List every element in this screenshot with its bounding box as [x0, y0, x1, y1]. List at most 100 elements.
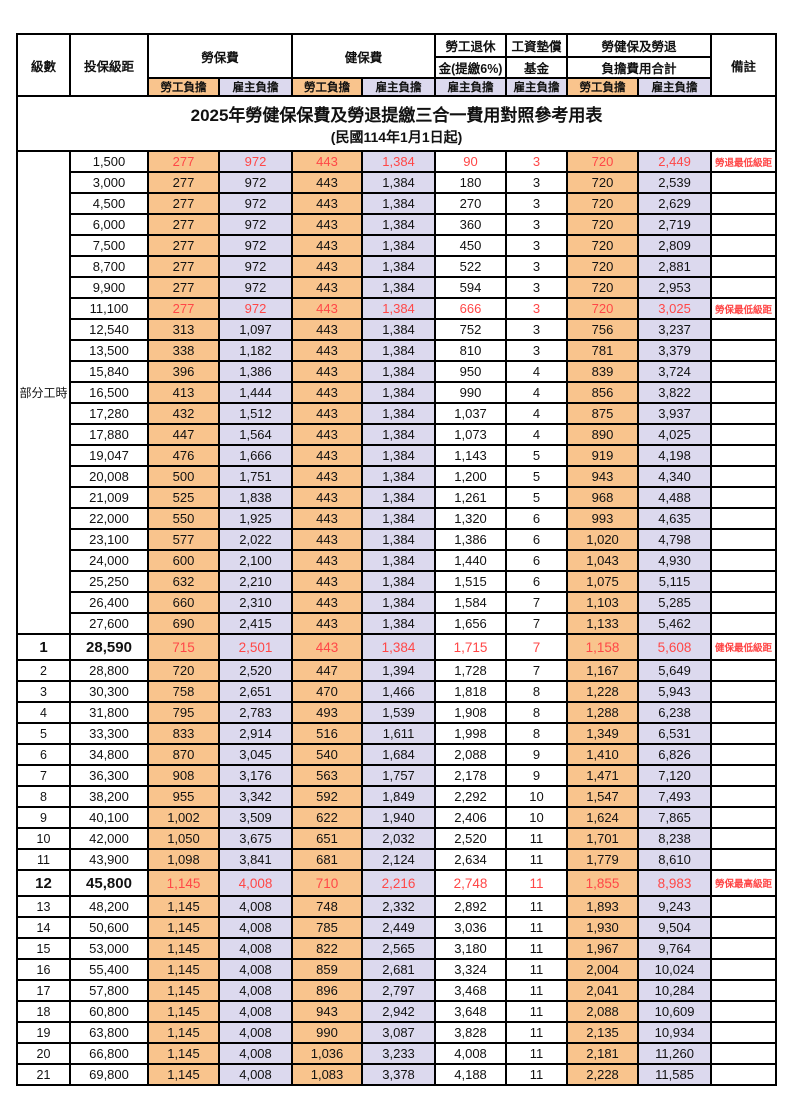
health-emp-cell: 443	[291, 234, 364, 257]
salary-cell: 15,840	[69, 360, 149, 383]
table-row: 3,000 277 972 443 1,384 180 3 720 2,539	[17, 171, 778, 194]
salary-cell: 7,500	[69, 234, 149, 257]
health-er-cell: 1,384	[361, 528, 437, 551]
fund-er-cell: 5	[505, 486, 569, 509]
health-emp-cell: 443	[291, 465, 364, 488]
health-emp-cell: 443	[291, 402, 364, 425]
table-row: 15 53,000 1,145 4,008 822 2,565 3,180 11 1,967 9,…	[16, 937, 778, 960]
health-emp-cell: 443	[291, 633, 364, 661]
total-er-cell: 6,238	[637, 701, 713, 724]
table-row: 4 31,800 795 2,783 493 1,539 1,908 8 1,288 6,238	[16, 701, 778, 724]
fund-er-cell: 3	[505, 171, 569, 194]
health-emp-cell: 443	[291, 591, 364, 614]
total-er-cell: 2,449	[637, 150, 713, 173]
labor-er-cell: 2,100	[217, 549, 294, 572]
subheader-labor-employer: 雇主負擔	[217, 77, 294, 97]
salary-cell: 45,800	[69, 869, 149, 897]
table-row: 20 66,800 1,145 4,008 1,036 3,233 4,008 11 2,181…	[16, 1042, 778, 1065]
table-row: 25,250 632 2,210 443 1,384 1,515 6 1,075 5,115	[17, 570, 778, 593]
labor-er-cell: 3,176	[217, 764, 294, 787]
health-emp-cell: 785	[291, 916, 364, 939]
salary-cell: 33,300	[69, 722, 149, 745]
remark-cell	[710, 381, 778, 404]
fund-er-cell: 11	[505, 827, 569, 850]
fund-er-cell: 6	[505, 507, 569, 530]
total-er-cell: 8,983	[637, 869, 713, 897]
total-emp-cell: 1,547	[566, 785, 640, 808]
pension-er-cell: 90	[434, 150, 508, 173]
pension-er-cell: 1,261	[434, 486, 508, 509]
health-er-cell: 1,384	[361, 549, 437, 572]
fund-er-cell: 8	[505, 722, 569, 745]
remark-cell	[710, 1000, 778, 1023]
remark-cell	[710, 612, 778, 635]
pension-er-cell: 1,584	[434, 591, 508, 614]
total-emp-cell: 1,167	[566, 659, 640, 682]
labor-er-cell: 1,925	[217, 507, 294, 530]
fund-er-cell: 9	[505, 764, 569, 787]
fund-er-cell: 11	[505, 958, 569, 981]
level-cell: 4	[16, 701, 71, 724]
labor-er-cell: 3,342	[217, 785, 294, 808]
labor-emp-cell: 1,145	[147, 937, 220, 960]
labor-emp-cell: 577	[147, 528, 220, 551]
page-title: 2025年勞健保保費及勞退提繳三合一費用對照參考用表	[190, 105, 603, 125]
salary-cell: 20,008	[69, 465, 149, 488]
labor-er-cell: 2,651	[217, 680, 294, 703]
total-emp-cell: 1,967	[566, 937, 640, 960]
remark-cell	[710, 591, 778, 614]
total-emp-cell: 756	[566, 318, 640, 341]
labor-er-cell: 1,512	[217, 402, 294, 425]
fund-er-cell: 11	[505, 1042, 569, 1065]
labor-er-cell: 972	[217, 192, 294, 215]
health-emp-cell: 990	[291, 1021, 364, 1044]
subheader-labor-employee: 勞工負擔	[147, 77, 220, 97]
health-er-cell: 1,384	[361, 276, 437, 299]
salary-cell: 43,900	[69, 848, 149, 871]
table-row: 部分工時 1,500 277 972 443 1,384 90 3 720 2,449 勞退最低級距	[16, 150, 778, 635]
health-emp-cell: 443	[291, 150, 364, 173]
labor-er-cell: 4,008	[217, 869, 294, 897]
salary-cell: 19,047	[69, 444, 149, 467]
salary-cell: 38,200	[69, 785, 149, 808]
total-emp-cell: 919	[566, 444, 640, 467]
labor-emp-cell: 476	[147, 444, 220, 467]
labor-emp-cell: 1,050	[147, 827, 220, 850]
table-row: 13 48,200 1,145 4,008 748 2,332 2,892 11 1,893 9,…	[16, 895, 778, 918]
level-cell: 21	[16, 1063, 71, 1086]
health-er-cell: 1,384	[361, 339, 437, 362]
total-emp-cell: 2,135	[566, 1021, 640, 1044]
table-row: 22,000 550 1,925 443 1,384 1,320 6 993 4,635	[17, 507, 778, 530]
labor-er-cell: 1,666	[217, 444, 294, 467]
total-er-cell: 4,635	[637, 507, 713, 530]
remark-cell	[710, 318, 778, 341]
health-er-cell: 1,384	[361, 633, 437, 661]
pension-er-cell: 2,892	[434, 895, 508, 918]
level-cell: 3	[16, 680, 71, 703]
labor-emp-cell: 277	[147, 192, 220, 215]
labor-er-cell: 1,444	[217, 381, 294, 404]
fund-er-cell: 11	[505, 1021, 569, 1044]
pension-er-cell: 360	[434, 213, 508, 236]
labor-emp-cell: 870	[147, 743, 220, 766]
salary-cell: 4,500	[69, 192, 149, 215]
total-er-cell: 5,649	[637, 659, 713, 682]
remark-cell	[710, 234, 778, 257]
total-er-cell: 10,024	[637, 958, 713, 981]
pension-er-cell: 3,036	[434, 916, 508, 939]
header-remark: 備註	[710, 33, 778, 97]
salary-cell: 66,800	[69, 1042, 149, 1065]
health-er-cell: 1,384	[361, 381, 437, 404]
total-er-cell: 10,284	[637, 979, 713, 1002]
pension-er-cell: 1,386	[434, 528, 508, 551]
pension-er-cell: 2,406	[434, 806, 508, 829]
table-row: 5 33,300 833 2,914 516 1,611 1,998 8 1,349 6,531	[16, 722, 778, 745]
total-er-cell: 10,934	[637, 1021, 713, 1044]
total-emp-cell: 968	[566, 486, 640, 509]
table-row: 17 57,800 1,145 4,008 896 2,797 3,468 11 2,041 10…	[16, 979, 778, 1002]
level-cell: 12	[16, 869, 71, 897]
remark-cell	[710, 764, 778, 787]
health-er-cell: 2,942	[361, 1000, 437, 1023]
health-emp-cell: 710	[291, 869, 364, 897]
health-er-cell: 1,384	[361, 570, 437, 593]
